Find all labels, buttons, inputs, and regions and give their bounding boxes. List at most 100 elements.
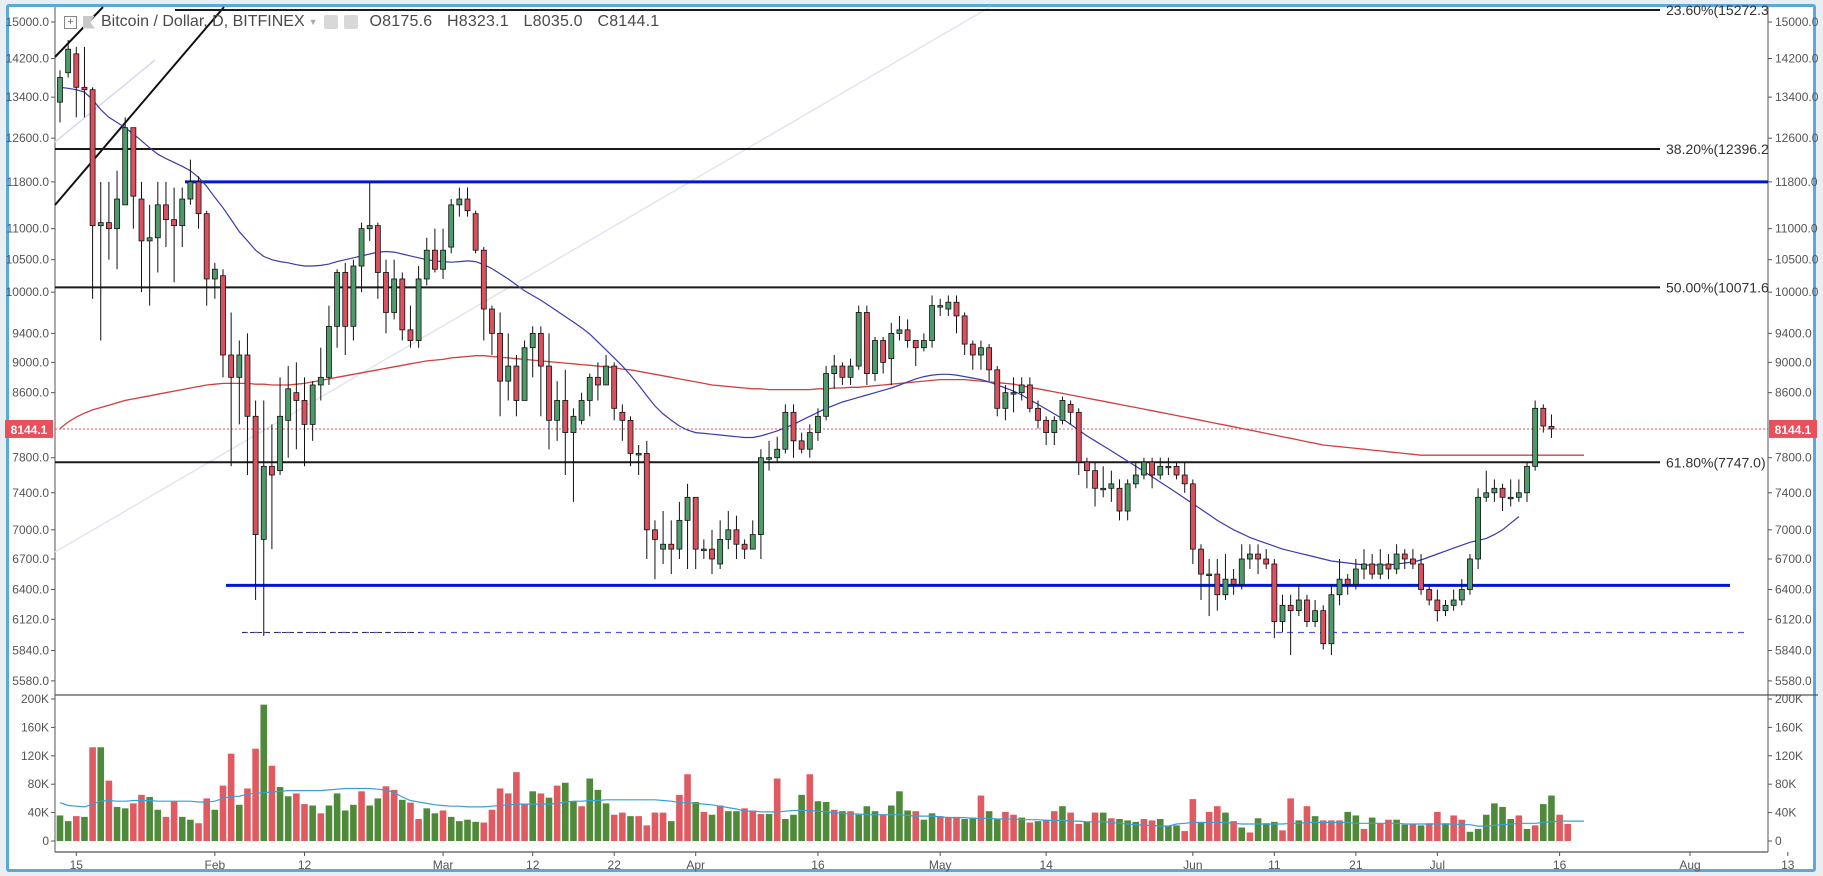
candle (1181, 474, 1188, 485)
volume-bar (105, 780, 113, 841)
date-tick-label: 13 (1781, 858, 1795, 872)
candle (790, 411, 797, 442)
volume-bar (1222, 812, 1229, 841)
date-tick-label: 12 (298, 858, 312, 872)
volume-bar (1124, 820, 1131, 841)
date-tick-label: 14 (1039, 858, 1053, 872)
volume-bar (733, 811, 740, 841)
chevron-down-icon[interactable]: ▼ (308, 17, 318, 27)
volume-bar (81, 816, 88, 841)
moving-average-line (59, 355, 1584, 456)
volume-bar (504, 793, 512, 841)
candle (1035, 407, 1041, 421)
volume-bar (178, 816, 186, 841)
volume-bar (578, 806, 585, 841)
candle (1507, 496, 1514, 500)
candle (1108, 483, 1115, 489)
candle (945, 301, 952, 310)
candle (986, 347, 992, 371)
volume-bar (1083, 821, 1091, 841)
candle (187, 181, 194, 200)
candle (154, 204, 161, 239)
volume-bar (1409, 823, 1417, 841)
candle (831, 365, 838, 374)
candle (529, 332, 536, 349)
candle (537, 332, 544, 367)
flag-icon[interactable] (83, 15, 95, 29)
price-tick-label: 12600.0 (1775, 131, 1819, 145)
volume-bar (1442, 823, 1449, 841)
candle (1124, 483, 1131, 512)
volume-bar (1401, 824, 1409, 841)
candle (1132, 474, 1139, 485)
volume-bars (56, 704, 1584, 841)
candle (1540, 407, 1547, 427)
volume-bar (56, 815, 64, 841)
price-tick-label: 5840.0 (12, 644, 49, 658)
horizontal-levels[interactable] (55, 9, 1768, 634)
date-tick-label: Aug (1679, 858, 1700, 872)
volume-bar (244, 788, 251, 841)
trend-line[interactable] (54, 6, 991, 553)
candle (929, 305, 935, 341)
volume-bar (643, 825, 651, 841)
volume-bar (1189, 799, 1197, 841)
volume-bar (407, 802, 414, 841)
volume-bar (586, 778, 594, 841)
volume-bar (350, 804, 357, 841)
volume-bar (725, 811, 732, 841)
trend-line[interactable] (54, 6, 225, 206)
candle (1532, 407, 1539, 467)
volume-bar (496, 788, 504, 841)
volume-bar (757, 814, 765, 841)
candle (1385, 563, 1392, 570)
volume-bar (399, 799, 406, 841)
volume-bar (790, 814, 797, 841)
price-tick-label: 6120.0 (1775, 612, 1812, 626)
candle (1304, 599, 1310, 622)
volume-bar (765, 814, 773, 841)
volume-bar (749, 810, 757, 841)
volume-bar (708, 814, 716, 841)
candle (1238, 558, 1245, 585)
moving-averages (59, 86, 1584, 566)
eye-icon[interactable] (323, 15, 338, 29)
candle (342, 272, 349, 327)
volume-bar (888, 805, 895, 841)
candle (782, 411, 789, 450)
trend-lines[interactable] (54, 6, 991, 553)
volume-bar (904, 810, 911, 841)
last-price-label: 8144.1 (1775, 423, 1812, 437)
date-tick-label: 21 (1349, 858, 1363, 872)
volume-bar (472, 821, 479, 841)
gear-icon[interactable] (343, 15, 358, 29)
symbol-title[interactable]: Bitcoin / Dollar, D, BITFINEX (101, 13, 305, 30)
volume-tick-label: 120K (21, 749, 49, 763)
collapse-icon[interactable]: + (64, 15, 77, 29)
volume-bar (89, 747, 96, 841)
trend-line[interactable] (54, 6, 104, 58)
volume-bar (1246, 832, 1254, 841)
candle (317, 376, 324, 386)
volume-bar (146, 796, 153, 841)
trend-line[interactable] (54, 59, 156, 143)
price-tick-label: 11800.0 (7, 175, 50, 189)
candle (839, 365, 846, 378)
date-tick-label: 15 (70, 858, 84, 872)
volume-bar (1091, 812, 1099, 841)
price-tick-label: 13400.0 (6, 90, 50, 104)
candle (611, 365, 618, 409)
volume-bar (1018, 817, 1025, 841)
candle (676, 519, 683, 550)
candle (595, 376, 601, 386)
volume-tick-label: 0 (1775, 834, 1782, 848)
price-tick-label: 5840.0 (1775, 644, 1812, 658)
volume-bar (187, 819, 194, 841)
volume-bar (113, 806, 121, 841)
volume-bar (1474, 828, 1482, 841)
volume-bar (1165, 825, 1172, 841)
candle (1450, 599, 1457, 606)
candle (749, 534, 756, 550)
volume-bar (1385, 819, 1392, 841)
